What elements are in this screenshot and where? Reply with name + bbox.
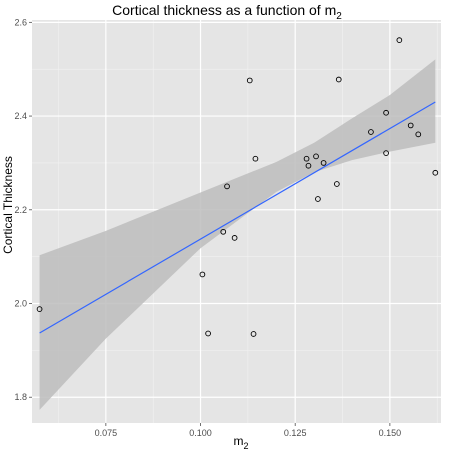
confidence-band-layer [39,59,436,410]
y-tick-label: 2.4 [14,111,27,121]
data-point [224,183,230,190]
confidence-band [39,59,436,410]
data-points-layer [36,37,439,337]
y-tick-label: 2.0 [14,299,27,309]
regression-line-layer [39,101,436,334]
data-point [383,109,389,116]
y-tick-label: 2.2 [14,205,27,215]
data-point [252,155,259,162]
data-point [396,37,403,44]
data-point [407,122,414,129]
data-point [205,330,211,337]
data-point [313,153,319,160]
data-point [199,271,206,278]
x-axis-ticks: 0.075 0.100 0.125 0.150 [95,423,402,438]
data-point [303,155,310,162]
data-point [335,76,342,83]
data-point [315,196,321,202]
data-point [250,331,257,337]
x-tick-label: 0.125 [284,428,307,438]
data-point [220,228,227,235]
chart-title: Cortical thickness as a function of m2 [112,2,342,22]
x-tick-label: 0.100 [189,428,212,438]
major-gridlines [32,20,441,423]
data-point [415,131,422,138]
plot-panel [32,20,441,423]
y-tick-label: 1.8 [14,392,27,402]
chart-title-subscript: 2 [336,11,342,22]
y-tick-label: 2.6 [14,17,27,27]
y-axis-ticks: 1.8 2.0 2.2 2.4 2.6 [14,17,32,402]
data-point [334,181,340,187]
x-tick-label: 0.075 [95,428,118,438]
data-point [383,150,389,156]
x-axis-title-subscript: 2 [243,441,248,450]
data-point [368,129,374,135]
regression-line [39,101,436,334]
y-axis-title: Cortical Thickness [1,156,15,254]
data-point [432,169,439,176]
data-point [246,77,253,84]
data-point [305,162,312,169]
data-point [231,235,238,241]
data-point [36,306,43,312]
x-tick-label: 0.150 [379,428,402,438]
x-axis-title: m2 [233,434,248,450]
data-point [320,160,327,166]
